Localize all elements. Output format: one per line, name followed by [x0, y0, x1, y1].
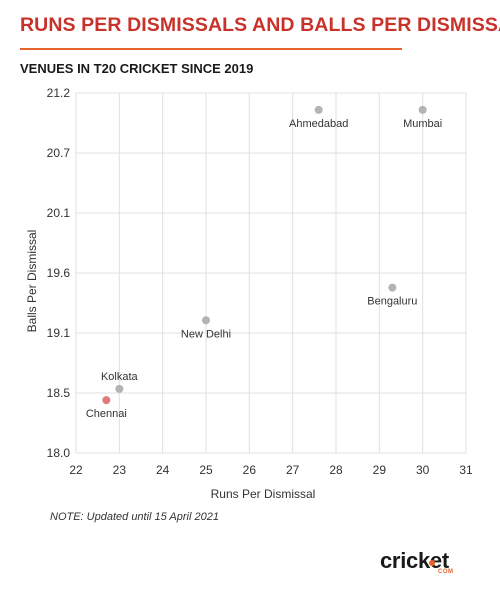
- scatter-chart: 18.018.519.119.620.120.721.2 22 23 24 25 26 2…: [25, 86, 473, 501]
- x-tick-labels: 22 23 24 25 26 27 28 29 30 31: [69, 463, 473, 477]
- y-tick-label: 19.6: [47, 266, 71, 280]
- x-tick-label: 28: [329, 463, 343, 477]
- point-label: New Delhi: [181, 328, 231, 340]
- data-point: [102, 396, 111, 405]
- logo-dot-icon: [429, 560, 435, 566]
- x-tick-label: 23: [113, 463, 127, 477]
- x-axis-label: Runs Per Dismissal: [211, 487, 316, 501]
- y-tick-label: 21.2: [47, 86, 71, 100]
- brand-logo: cricket COM: [380, 548, 480, 578]
- data-point: [388, 283, 397, 292]
- point-label: Mumbai: [403, 118, 442, 130]
- x-tick-label: 25: [199, 463, 213, 477]
- y-tick-label: 20.1: [47, 206, 71, 220]
- x-tick-label: 22: [69, 463, 83, 477]
- chart-title: RUNS PER DISMISSALS AND BALLS PER DISMIS…: [20, 14, 500, 36]
- point-label: Chennai: [86, 408, 127, 420]
- data-points: [102, 105, 427, 405]
- footnote: NOTE: Updated until 15 April 2021: [50, 511, 219, 523]
- data-point: [202, 316, 210, 325]
- x-tick-label: 27: [286, 463, 300, 477]
- point-labels: Ahmedabad Mumbai Bengaluru New Delhi Kolkata…: [86, 118, 442, 420]
- title-underline: [20, 48, 402, 50]
- x-tick-label: 26: [243, 463, 257, 477]
- y-tick-label: 20.7: [47, 146, 71, 160]
- point-label: Kolkata: [101, 371, 139, 383]
- chart-subtitle: VENUES IN T20 CRICKET SINCE 2019: [20, 61, 254, 76]
- y-axis-label: Balls Per Dismissal: [25, 230, 39, 333]
- y-tick-label: 18.0: [47, 446, 71, 460]
- data-point: [314, 105, 323, 114]
- y-tick-labels: 18.0 18.5 19.1 19.6 20.1 20.7 21.2: [47, 86, 71, 460]
- y-tick-label: 19.1: [47, 326, 71, 340]
- x-tick-label: 29: [373, 463, 387, 477]
- point-label: Bengaluru: [367, 296, 417, 308]
- x-tick-label: 24: [156, 463, 170, 477]
- logo-wordmark: cricket: [380, 548, 449, 573]
- data-point: [418, 105, 427, 114]
- y-tick-label: 18.5: [47, 386, 71, 400]
- data-point: [115, 384, 124, 393]
- gridlines: [75, 92, 467, 454]
- logo-suffix: COM: [438, 569, 454, 575]
- x-tick-label: 31: [459, 463, 473, 477]
- x-tick-label: 30: [416, 463, 430, 477]
- point-label: Ahmedabad: [289, 118, 348, 130]
